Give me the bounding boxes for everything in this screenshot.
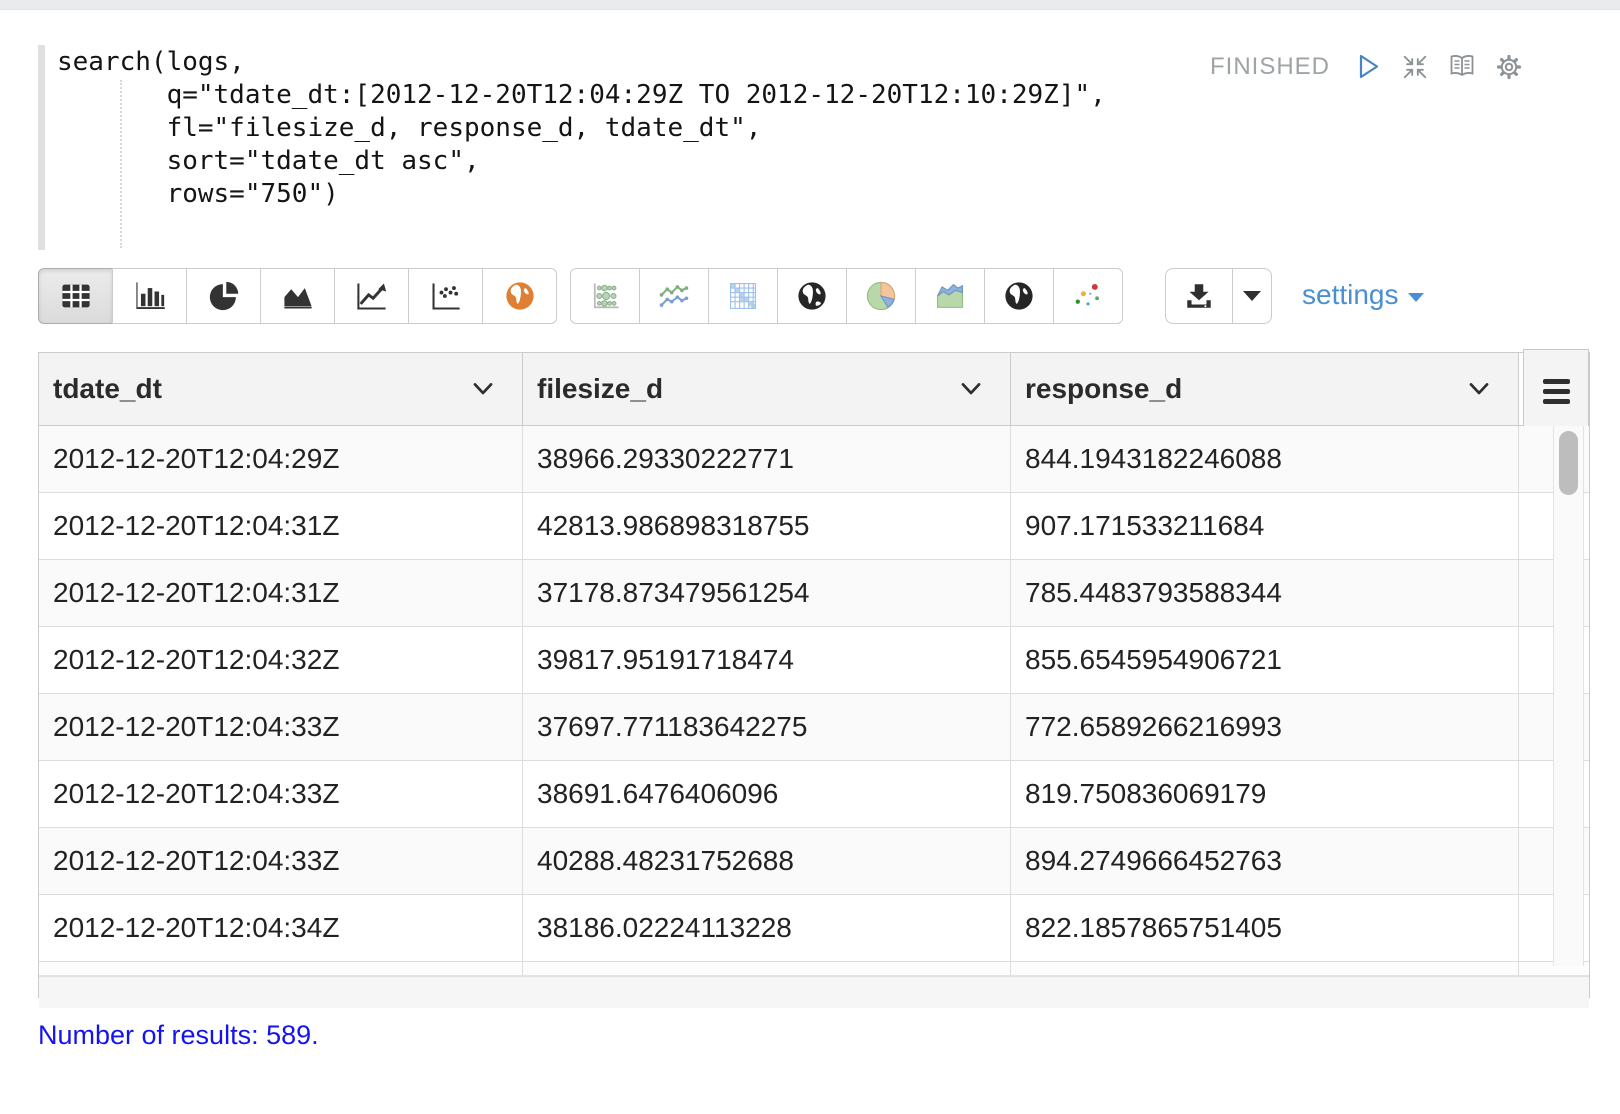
column-header-tdate_dt[interactable]: tdate_dt <box>39 353 523 425</box>
gear-icon[interactable] <box>1494 52 1524 82</box>
chevron-down-icon[interactable] <box>1468 381 1490 397</box>
viz-tab-scatter-colored[interactable] <box>1053 268 1123 324</box>
viz-tab-bubble-matrix[interactable] <box>570 268 640 324</box>
table-row: 2012-12-20T12:04:32Z 39817.95191718474 8… <box>39 627 1589 694</box>
vertical-scrollbar-thumb[interactable] <box>1559 431 1578 495</box>
paragraph-status: FINISHED <box>1209 53 1330 80</box>
viz-tab-line-chart[interactable] <box>334 268 409 324</box>
table-row: 2012-12-20T12:04:34Z 38186.02224113228 8… <box>39 895 1589 962</box>
viz-tab-bar-chart[interactable] <box>112 268 187 324</box>
viz-tab-multi-line-chart[interactable] <box>639 268 709 324</box>
table-row: 2012-12-20T12:04:33Z 40288.48231752688 8… <box>39 828 1589 895</box>
visualization-toolbar: settings <box>38 268 1582 324</box>
bubble-matrix-icon <box>588 279 622 313</box>
globe-dark-icon-2 <box>1002 279 1036 313</box>
table-icon <box>59 279 93 313</box>
run-play-button[interactable] <box>1353 52 1383 82</box>
settings-caret-icon <box>1407 292 1424 302</box>
viz-tab-stream-area-chart[interactable] <box>915 268 985 324</box>
table-menu-button[interactable] <box>1523 349 1589 433</box>
settings-label: settings <box>1302 279 1399 310</box>
horizontal-scrollbar-track[interactable] <box>39 976 1589 1008</box>
table-row: 2012-12-20T12:04:33Z 38691.6476406096 81… <box>39 761 1589 828</box>
viz-tab-pie-chart[interactable] <box>186 268 261 324</box>
area-chart-icon <box>281 279 315 313</box>
column-header-response_d[interactable]: response_d <box>1011 353 1519 425</box>
pie-chart-icon <box>207 279 241 313</box>
window-top-strip <box>0 0 1620 10</box>
results-count-text: Number of results: 589. <box>38 1020 319 1050</box>
table-row: 2012-12-20T12:04:31Z 42813.986898318755 … <box>39 493 1589 560</box>
indent-guide-line <box>120 80 122 248</box>
code-editor-gutter <box>38 45 45 250</box>
table-row: 2012-12-20T12:04:33Z 37697.771183642275 … <box>39 694 1589 761</box>
viz-tab-scatter-plot[interactable] <box>408 268 483 324</box>
line-chart-icon <box>355 279 389 313</box>
table-body: 2012-12-20T12:04:29Z 38966.29330222771 8… <box>39 426 1589 1008</box>
collapse-icon[interactable] <box>1400 52 1430 82</box>
vertical-scrollbar-track[interactable] <box>1553 426 1584 966</box>
download-icon <box>1183 280 1215 312</box>
hamburger-icon <box>1542 378 1570 384</box>
chevron-down-icon[interactable] <box>472 381 494 397</box>
matrix-heatmap-icon <box>726 279 760 313</box>
viz-tab-pie-chart-colored[interactable] <box>846 268 916 324</box>
download-options-caret[interactable] <box>1232 268 1272 324</box>
scatter-colored-icon <box>1071 279 1105 313</box>
results-table: tdate_dt filesize_d response_d 2012-12-2… <box>38 349 1590 1008</box>
code-editor[interactable]: search(logs, q="tdate_dt:[2012-12-20T12:… <box>57 47 1106 209</box>
download-button-group <box>1165 268 1272 324</box>
column-header-filesize_d[interactable]: filesize_d <box>523 353 1011 425</box>
multi-line-chart-icon <box>657 279 691 313</box>
chevron-down-icon[interactable] <box>960 381 982 397</box>
helium-viz-group <box>570 268 1123 324</box>
pie-colored-icon <box>864 279 898 313</box>
stream-area-icon <box>933 279 967 313</box>
builtin-viz-group <box>38 268 557 324</box>
download-button[interactable] <box>1165 268 1233 324</box>
caret-down-icon <box>1243 291 1261 301</box>
viz-tab-world-map-orange[interactable] <box>482 268 557 324</box>
table-row: 2012-12-20T12:04:31Z 37178.873479561254 … <box>39 560 1589 627</box>
table-row-partial <box>39 962 1589 976</box>
viz-tab-matrix-heatmap[interactable] <box>708 268 778 324</box>
paragraph-controls: FINISHED <box>1210 52 1524 82</box>
scatter-plot-icon <box>429 279 463 313</box>
viz-tab-globe-map-2[interactable] <box>984 268 1054 324</box>
globe-orange-icon <box>503 279 537 313</box>
globe-dark-icon <box>795 279 829 313</box>
table-header-row: tdate_dt filesize_d response_d <box>39 349 1589 433</box>
settings-link[interactable]: settings <box>1302 279 1424 311</box>
book-icon[interactable] <box>1447 52 1477 82</box>
bar-chart-icon <box>133 279 167 313</box>
viz-tab-area-chart[interactable] <box>260 268 335 324</box>
viz-tab-table[interactable] <box>38 268 113 324</box>
viz-tab-globe-map[interactable] <box>777 268 847 324</box>
table-row: 2012-12-20T12:04:29Z 38966.29330222771 8… <box>39 426 1589 493</box>
